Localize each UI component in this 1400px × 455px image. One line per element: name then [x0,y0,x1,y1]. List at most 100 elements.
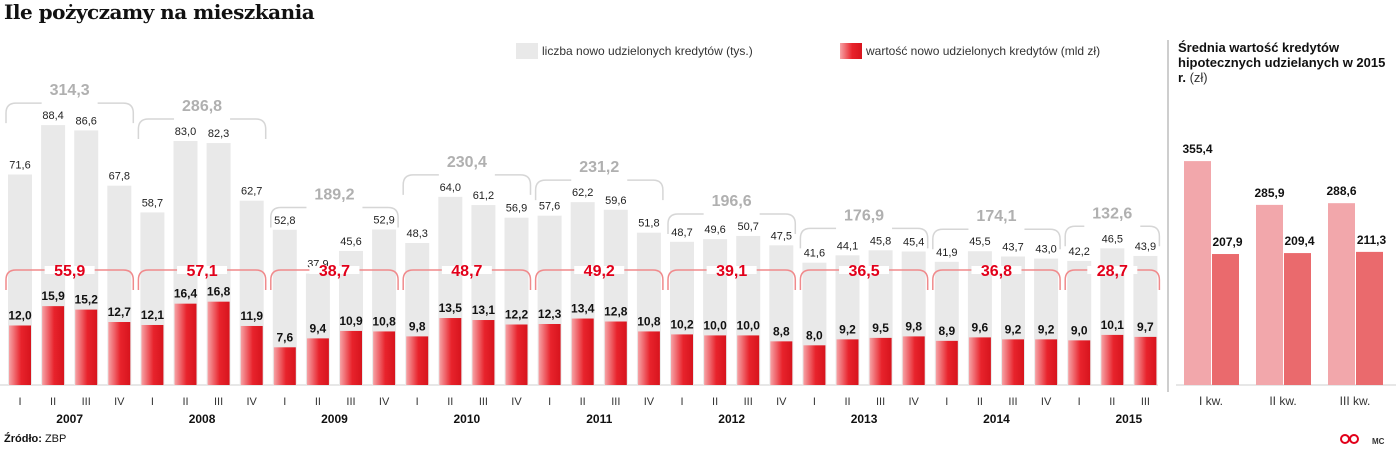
value-total-label: 39,1 [716,263,747,280]
value-bar [968,337,991,385]
value-total-backing [441,266,492,274]
count-bar-label: 71,6 [9,159,30,171]
value-bar-label: 9,0 [1071,323,1088,337]
count-bar-label: 58,7 [142,197,163,209]
side-bar-dark [1212,254,1239,385]
value-bar [869,337,892,385]
value-bar-label: 10,8 [372,314,396,328]
side-chart-unit: (zł) [1189,70,1208,85]
side-bar-light [1256,204,1283,385]
count-bar-label: 52,9 [373,214,394,226]
count-bar-label: 62,2 [572,187,593,199]
count-bar-label: 82,3 [208,128,229,140]
count-total-label: 231,2 [579,159,619,176]
value-total-backing [44,266,95,274]
value-total-label: 57,1 [186,263,217,280]
count-total-backing [968,225,1025,232]
value-bar-label: 7,6 [276,330,293,344]
count-bar-label: 88,4 [42,110,63,122]
quarter-tick-label: IV [908,396,919,408]
quarter-tick-label: III [1141,396,1150,408]
value-bar [571,318,594,385]
value-bar [637,331,660,385]
value-bar-label: 9,4 [310,321,327,335]
count-bar-label: 45,6 [340,236,361,248]
value-bar-label: 12,7 [108,305,132,319]
side-bar-dark-label: 211,3 [1357,233,1387,247]
count-total-label: 314,3 [50,82,90,99]
quarter-tick-label: I [1078,396,1081,408]
legend-swatch-count [516,43,538,59]
value-bar-label: 8,0 [806,328,823,342]
value-bar [935,340,958,385]
count-total-label: 132,6 [1092,205,1132,222]
value-bar [207,301,230,385]
count-total-bracket [402,174,532,195]
value-bar-label: 9,8 [905,319,922,333]
value-bar-label: 12,8 [604,305,628,319]
quarter-tick-label: III [214,396,223,408]
value-bar [737,335,760,385]
value-bar-label: 16,4 [174,287,198,301]
count-bar-label: 51,8 [638,218,659,230]
value-bar [1068,340,1091,385]
value-total-backing [177,266,228,274]
count-total-backing [306,203,363,210]
quarter-tick-label: III [346,396,355,408]
value-bar [1134,336,1157,385]
value-bar-label: 10,0 [737,318,761,332]
side-bar-light-label: 288,6 [1326,184,1356,198]
value-bar-label: 9,2 [1038,322,1055,336]
quarter-tick-label: II [447,396,453,408]
value-bar [174,303,197,385]
quarter-tick-label: III [1008,396,1017,408]
value-bar-label: 12,3 [538,307,562,321]
value-bar-label: 12,0 [8,308,32,322]
value-bar [505,324,528,385]
count-total-bracket [534,179,664,201]
side-category-label: III kw. [1340,394,1371,408]
legend-label-value: wartość nowo udzielonych kredytów (mld z… [865,44,1100,58]
count-total-bracket [137,118,267,139]
side-chart-title: Średnia wartość kredytów hipotecznych ud… [1178,40,1388,85]
count-total-backing [438,170,495,177]
value-bar [108,322,131,385]
value-bar-label: 10,1 [1101,318,1125,332]
source-note: Źródło: ZBP [4,433,66,445]
year-label: 2009 [321,412,348,426]
count-bar-label: 57,6 [539,201,560,213]
count-bar-label: 43,7 [1002,242,1023,254]
side-category-label: II kw. [1269,394,1296,408]
count-total-backing [41,99,98,106]
value-bar [1002,339,1024,385]
source-value: ZBP [44,433,67,445]
count-bar-label: 59,6 [605,195,626,207]
quarter-tick-label: III [82,396,91,408]
value-bar-label: 9,2 [839,322,856,336]
quarter-tick-label: IV [246,396,257,408]
value-total-backing [1087,266,1138,274]
quarter-tick-label: IV [511,396,522,408]
value-bar [240,325,263,385]
count-bar-label: 64,0 [440,182,461,194]
value-bar-label: 13,5 [439,301,463,315]
quarter-tick-label: I [151,396,154,408]
value-total-backing [706,266,757,274]
value-bar [439,318,462,385]
count-bar-label: 56,9 [506,203,527,215]
count-total-label: 176,9 [844,207,884,224]
quarter-tick-label: I [945,396,948,408]
count-bar-label: 44,1 [837,240,858,252]
count-bar-label: 42,2 [1068,246,1089,258]
value-bar-label: 9,6 [972,320,989,334]
quarter-tick-label: II [182,396,188,408]
count-bar-label: 48,3 [406,228,427,240]
value-total-label: 36,5 [848,263,879,280]
side-bar-dark-label: 207,9 [1212,235,1242,249]
page-title: Ile pożyczamy na mieszkania [4,0,315,24]
side-bar-light [1184,161,1211,385]
value-bar [1101,334,1124,385]
quarter-tick-label: I [548,396,551,408]
value-total-label: 55,9 [54,263,85,280]
